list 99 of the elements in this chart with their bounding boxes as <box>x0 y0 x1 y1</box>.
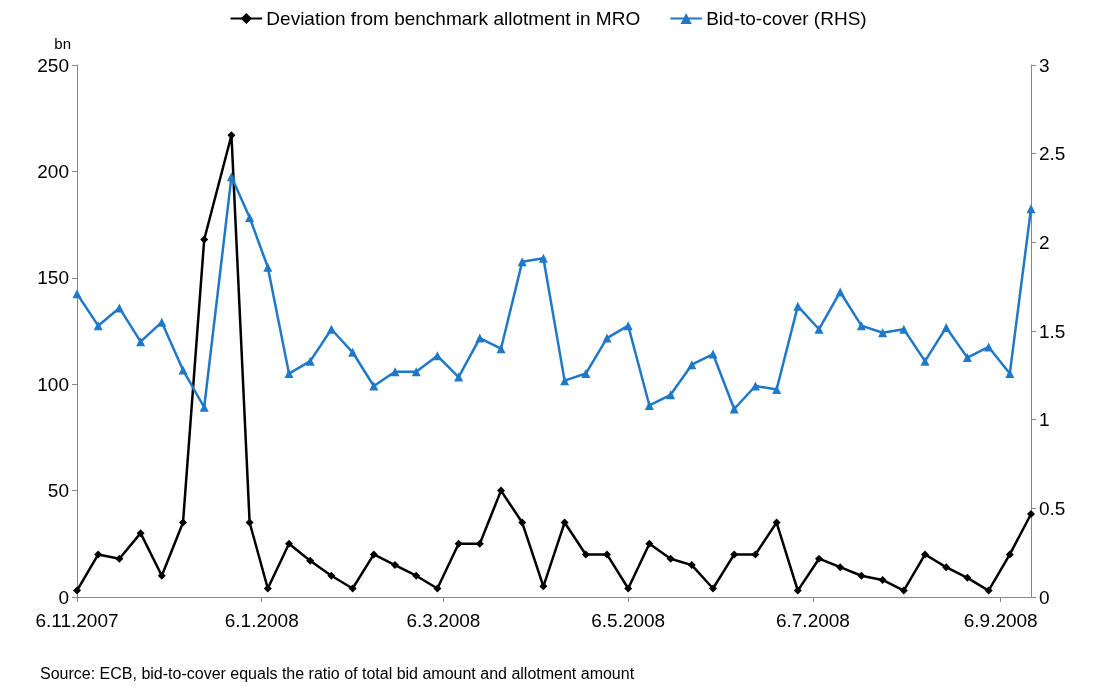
x-tick-label: 6.1.2008 <box>224 610 299 631</box>
point <box>772 518 781 527</box>
legend-label: Bid-to-cover (RHS) <box>706 8 867 29</box>
point <box>899 586 908 595</box>
point <box>284 369 294 379</box>
point <box>857 571 866 580</box>
y2-tick-label: 0 <box>1039 586 1050 608</box>
y-tick-label: 0 <box>58 586 69 608</box>
point <box>348 347 358 357</box>
point <box>603 550 611 559</box>
y-tick-label: 200 <box>37 160 69 182</box>
point <box>581 369 591 379</box>
y2-tick-label: 3 <box>1039 54 1050 76</box>
point <box>942 563 951 572</box>
point <box>602 333 612 343</box>
point <box>984 586 993 595</box>
point <box>708 349 718 359</box>
point <box>581 550 590 559</box>
point <box>878 575 887 584</box>
point <box>157 571 166 580</box>
point <box>115 554 124 563</box>
point <box>518 518 527 527</box>
point <box>179 518 187 527</box>
point <box>327 571 336 580</box>
point <box>227 131 236 140</box>
point <box>475 333 485 343</box>
point <box>1027 510 1035 519</box>
point <box>814 324 824 334</box>
y-axis-title: bn <box>54 35 71 52</box>
point <box>941 322 951 332</box>
x-tick-label: 6.7.2008 <box>775 610 850 631</box>
point <box>836 563 845 572</box>
y-tick-label: 50 <box>47 480 69 502</box>
point <box>412 571 421 580</box>
legend-label: Deviation from benchmark allotment in MRO <box>266 8 641 29</box>
point <box>1005 369 1015 379</box>
point <box>815 554 823 563</box>
point <box>1026 204 1036 214</box>
point <box>391 561 399 570</box>
point <box>687 561 696 570</box>
y2-tick-label: 2.5 <box>1039 143 1066 165</box>
point <box>729 404 739 414</box>
y2-tick-label: 2 <box>1039 231 1050 253</box>
y2-tick-label: 1.5 <box>1039 320 1066 342</box>
point <box>1005 550 1014 559</box>
point <box>793 301 803 311</box>
point <box>644 400 654 410</box>
point <box>624 584 633 593</box>
source-note: Source: ECB, bid-to-cover equals the ratio of total bid amount and allotment amount <box>40 664 635 682</box>
point <box>772 385 782 395</box>
point <box>157 317 167 327</box>
point <box>326 324 336 334</box>
y-tick-label: 100 <box>37 373 69 395</box>
point <box>285 539 293 548</box>
x-tick-label: 6.9.2008 <box>963 610 1038 631</box>
point <box>136 529 145 538</box>
x-tick-label: 6.3.2008 <box>406 610 481 631</box>
point <box>560 376 570 386</box>
point <box>305 356 315 366</box>
point <box>921 550 929 559</box>
y2-tick-label: 0.5 <box>1039 497 1066 519</box>
point <box>751 550 760 559</box>
point <box>475 539 484 548</box>
point <box>454 539 463 548</box>
point <box>709 584 717 593</box>
point <box>497 486 505 495</box>
y-tick-label: 150 <box>37 267 69 289</box>
point <box>962 353 972 363</box>
point <box>369 550 378 559</box>
point <box>306 556 315 565</box>
point <box>454 372 464 382</box>
x-tick-label: 6.11.2007 <box>35 610 119 631</box>
point <box>72 289 82 299</box>
point <box>245 213 255 223</box>
point <box>645 539 654 548</box>
point <box>878 328 888 338</box>
point <box>226 172 236 182</box>
point <box>666 554 675 563</box>
point <box>433 584 442 593</box>
point <box>94 550 103 559</box>
point <box>348 584 357 593</box>
point <box>390 367 400 377</box>
point <box>856 321 866 331</box>
point <box>200 235 209 244</box>
point <box>245 518 254 527</box>
point <box>793 586 802 595</box>
x-tick-label: 6.5.2008 <box>591 610 666 631</box>
point <box>496 344 506 354</box>
point <box>263 262 273 272</box>
point <box>178 365 188 375</box>
point <box>899 324 909 334</box>
point <box>730 550 739 559</box>
point <box>920 356 930 366</box>
point <box>538 253 548 263</box>
point <box>136 337 146 347</box>
y-tick-label: 250 <box>37 54 69 76</box>
point <box>963 573 972 582</box>
y2-tick-label: 1 <box>1039 409 1050 431</box>
point <box>560 518 569 527</box>
